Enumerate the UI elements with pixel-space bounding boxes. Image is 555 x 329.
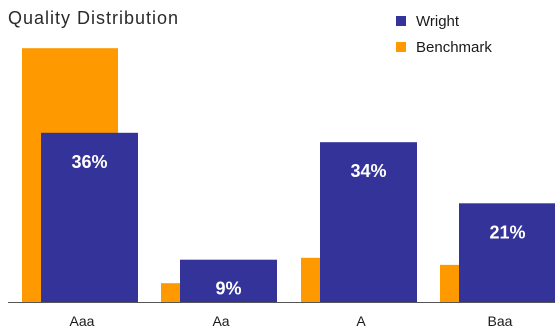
data-label-wright-a: 34% (350, 161, 386, 181)
x-tick-label-baa: Baa (488, 313, 513, 329)
chart-title: Quality Distribution (8, 8, 180, 28)
x-tick-label-aa: Aa (212, 313, 229, 329)
data-label-wright-aaa: 36% (71, 152, 107, 172)
legend-item-benchmark: Benchmark (396, 37, 492, 57)
legend-swatch-wright (396, 16, 406, 26)
data-label-wright-aa: 9% (215, 279, 241, 299)
legend-item-wright: Wright (396, 11, 459, 31)
bar-wright-aaa (41, 132, 138, 302)
data-label-wright-baa: 21% (489, 222, 525, 242)
x-tick-label-a: A (356, 313, 366, 329)
bar-wright-a (320, 142, 417, 302)
bar-wright-baa (459, 203, 555, 302)
bar-wright-aa (180, 259, 277, 302)
legend-swatch-benchmark (396, 42, 406, 52)
legend-label-wright: Wright (416, 12, 460, 30)
x-tick-label-aaa: Aaa (70, 313, 95, 329)
legend-label-benchmark: Benchmark (416, 38, 492, 56)
